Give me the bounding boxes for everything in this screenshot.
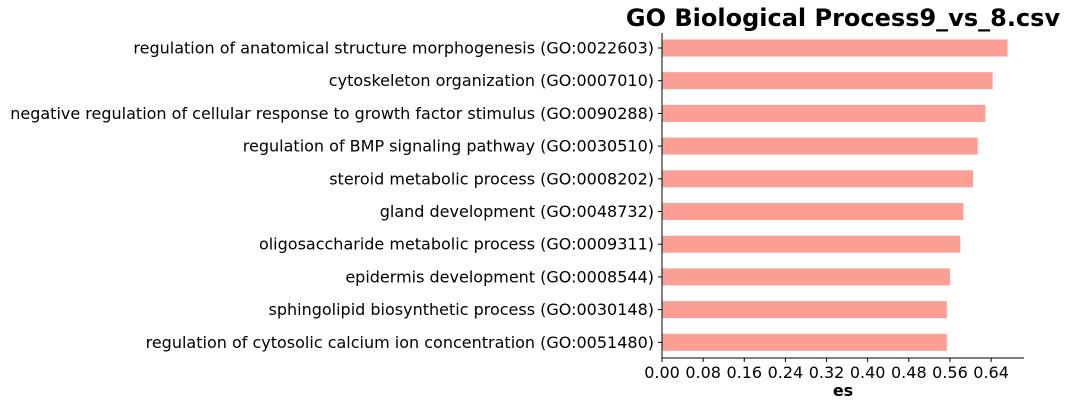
category-label: gland development (GO:0048732): [380, 202, 654, 221]
bar: [662, 170, 974, 188]
bars-group: [662, 39, 1008, 351]
x-tick-label: 0.48: [891, 363, 927, 382]
x-tick-label: 0.24: [768, 363, 804, 382]
x-tick-label: 0.32: [809, 363, 845, 382]
category-label: epidermis development (GO:0008544): [345, 267, 654, 286]
x-axis-label: es: [833, 381, 853, 400]
bar: [662, 333, 947, 351]
category-label: steroid metabolic process (GO:0008202): [329, 169, 654, 188]
bar: [662, 104, 986, 122]
x-tick-label: 0.64: [973, 363, 1009, 382]
category-label: negative regulation of cellular response…: [10, 104, 654, 123]
category-labels-group: regulation of anatomical structure morph…: [10, 39, 662, 352]
x-tick-label: 0.08: [685, 363, 721, 382]
category-label: oligosaccharide metabolic process (GO:00…: [259, 235, 654, 254]
x-tick-label: 0.16: [726, 363, 762, 382]
x-tick-label: 0.56: [932, 363, 968, 382]
x-tick-label: 0.40: [850, 363, 886, 382]
x-ticks-group: 0.00 0.08 0.16 0.24 0.32 0.40 0.48 0.56 0.64: [644, 358, 1009, 382]
category-label: regulation of anatomical structure morph…: [133, 39, 654, 58]
bar: [662, 137, 978, 155]
category-label: regulation of BMP signaling pathway (GO:…: [243, 137, 654, 156]
bar: [662, 203, 964, 220]
x-tick-label: 0.00: [644, 363, 680, 382]
bar: [662, 39, 1008, 57]
bar: [662, 301, 947, 319]
bar: [662, 72, 993, 90]
bar: [662, 268, 950, 286]
category-label: regulation of cytosolic calcium ion conc…: [146, 333, 654, 352]
bar: [662, 235, 961, 253]
chart-title: GO Biological Process9_vs_8.csv: [626, 4, 1061, 32]
category-label: cytoskeleton organization (GO:0007010): [329, 71, 654, 90]
category-label: sphingolipid biosynthetic process (GO:00…: [268, 300, 654, 319]
